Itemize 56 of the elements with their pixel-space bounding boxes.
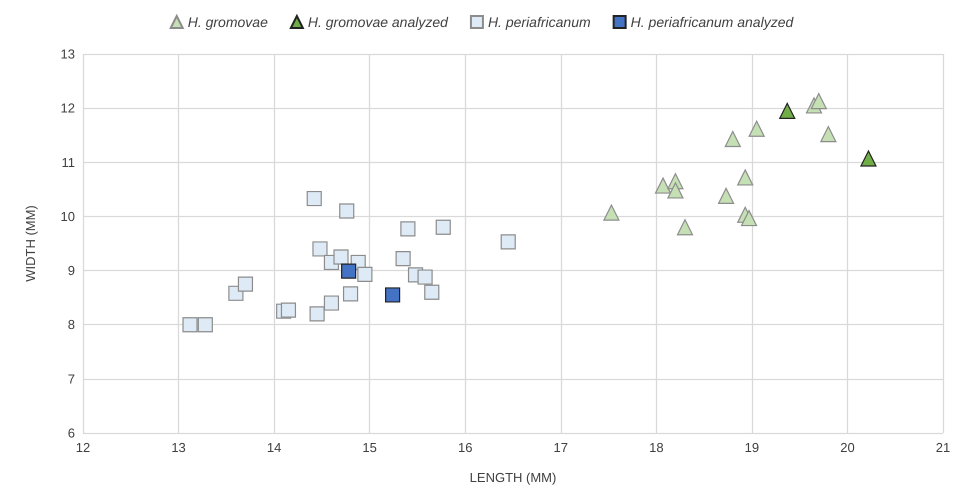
y-axis-title: WIDTH (MM) <box>23 205 38 282</box>
point <box>417 269 433 285</box>
point <box>357 266 372 282</box>
y-tick-label: 12 <box>60 100 75 116</box>
y-tick-label: 9 <box>68 263 75 278</box>
point <box>810 93 827 110</box>
x-tick-label: 21 <box>936 440 950 455</box>
point <box>500 234 516 250</box>
point <box>724 130 741 148</box>
point <box>385 287 400 303</box>
legend-label: H. gromovae analyzed <box>308 14 450 30</box>
point <box>280 302 296 318</box>
legend-label: H. periafricanum analyzed <box>630 14 794 30</box>
point <box>341 264 356 279</box>
x-tick-label: 14 <box>266 440 282 455</box>
point <box>198 317 213 332</box>
point <box>396 251 411 266</box>
point <box>820 126 836 142</box>
legend-label: H. periafricanum <box>488 14 591 30</box>
point <box>310 306 325 322</box>
x-tick-label: 20 <box>840 440 855 455</box>
point <box>748 120 765 137</box>
x-axis-title: LENGTH (MM) <box>470 470 556 485</box>
point <box>324 295 340 311</box>
y-tick-label: 6 <box>68 426 75 440</box>
point <box>339 203 354 219</box>
x-tick-label: 17 <box>554 440 568 455</box>
x-tick-label: 13 <box>171 440 186 455</box>
point <box>306 190 322 206</box>
point <box>238 276 254 292</box>
x-tick-label: 18 <box>649 440 664 455</box>
point <box>603 204 620 221</box>
point <box>667 182 684 199</box>
point <box>740 210 758 226</box>
y-tick-label: 13 <box>60 46 75 62</box>
point <box>718 188 734 204</box>
point <box>400 221 416 236</box>
y-tick-label: 11 <box>62 154 75 170</box>
point <box>333 249 349 265</box>
point <box>676 219 694 236</box>
point <box>182 317 198 332</box>
point <box>737 169 754 186</box>
y-tick-label: 8 <box>68 317 75 332</box>
y-tick-label: 10 <box>60 208 75 224</box>
point <box>654 177 672 194</box>
point <box>342 286 358 302</box>
x-tick-label: 15 <box>362 440 377 455</box>
point <box>424 284 440 300</box>
legend-label: H. gromovae <box>188 14 268 30</box>
x-tick-label: 19 <box>744 440 760 455</box>
x-tick-label: 16 <box>458 440 472 455</box>
point <box>436 220 451 235</box>
point <box>779 102 796 119</box>
y-tick-label: 7 <box>68 371 75 386</box>
point <box>860 150 877 167</box>
point <box>312 241 328 257</box>
